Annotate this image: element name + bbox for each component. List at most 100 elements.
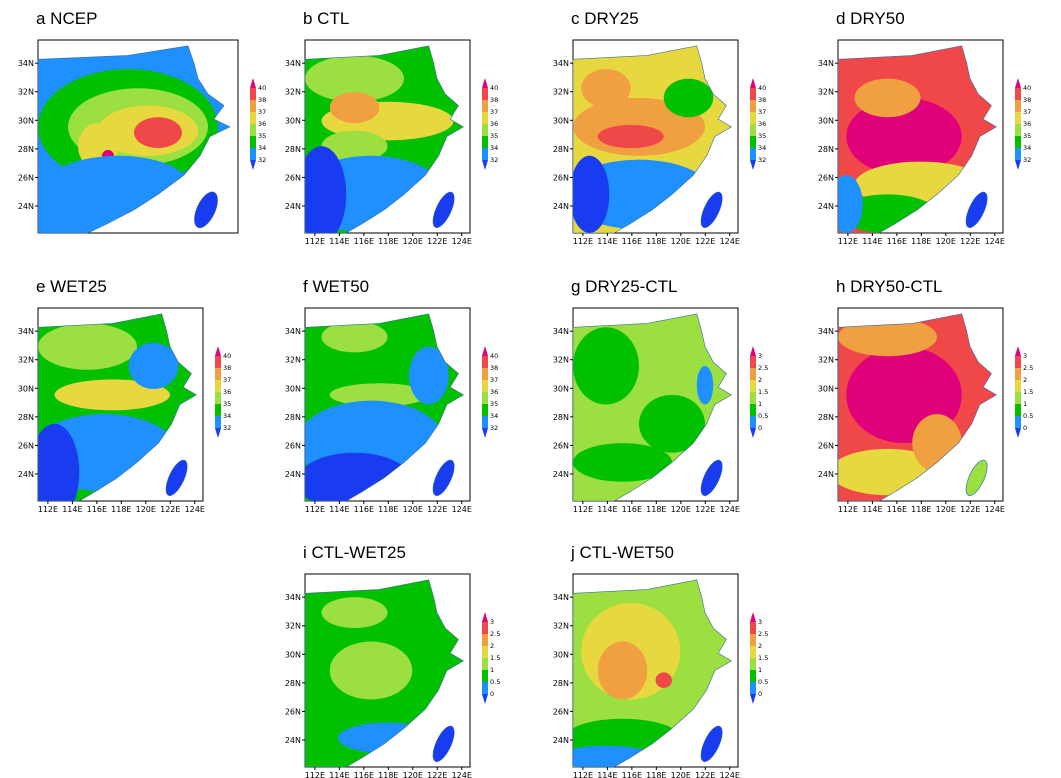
colorbar-label: 40 bbox=[1023, 84, 1031, 92]
colorbar-label: 38 bbox=[490, 96, 498, 104]
panel: d DRY5034N32N30N28N26N24N112E114E116E118… bbox=[800, 0, 1031, 246]
lon-label: 124E bbox=[985, 505, 1005, 514]
colorbar-arrow bbox=[1015, 346, 1021, 356]
lat-label: 32N bbox=[818, 88, 834, 97]
panel: g DRY25-CTL34N32N30N28N26N24N112E114E116… bbox=[535, 262, 768, 514]
colorbar-label: 40 bbox=[758, 84, 766, 92]
lat-label: 28N bbox=[818, 145, 834, 154]
lon-label: 118E bbox=[646, 237, 666, 246]
panel-title: g DRY25-CTL bbox=[571, 277, 677, 296]
colorbar-label: 32 bbox=[258, 156, 266, 164]
lat-label: 30N bbox=[553, 650, 569, 659]
colorbar-box bbox=[1015, 404, 1021, 416]
colorbar-arrow bbox=[1015, 160, 1021, 170]
lon-label: 116E bbox=[87, 505, 107, 514]
lon-label: 112E bbox=[573, 771, 593, 778]
colorbar-label: 40 bbox=[490, 84, 498, 92]
colorbar-box bbox=[482, 124, 488, 136]
colorbar-label: 38 bbox=[490, 364, 498, 372]
lat-label: 30N bbox=[285, 650, 301, 659]
colorbar-box bbox=[250, 124, 256, 136]
colorbar-label: 38 bbox=[258, 96, 266, 104]
colorbar-box bbox=[250, 88, 256, 100]
colorbar-box bbox=[1015, 356, 1021, 368]
colorbar-box bbox=[250, 148, 256, 160]
colorbar-box bbox=[482, 356, 488, 368]
colorbar-arrow bbox=[482, 694, 488, 704]
colorbar-label: 36 bbox=[758, 120, 766, 128]
panel: f WET5034N32N30N28N26N24N112E114E116E118… bbox=[267, 262, 498, 514]
lon-label: 122E bbox=[695, 505, 715, 514]
lon-label: 112E bbox=[573, 505, 593, 514]
colorbar-label: 1 bbox=[490, 666, 494, 674]
colorbar-box bbox=[750, 670, 756, 682]
contour-region bbox=[322, 597, 388, 628]
lon-label: 118E bbox=[378, 771, 398, 778]
contour-region bbox=[570, 156, 610, 233]
colorbar-label: 32 bbox=[758, 156, 766, 164]
colorbar-box bbox=[1015, 416, 1021, 428]
colorbar-box bbox=[750, 622, 756, 634]
lat-label: 24N bbox=[18, 470, 34, 479]
colorbar-label: 34 bbox=[258, 144, 266, 152]
colorbar-label: 2 bbox=[490, 642, 494, 650]
colorbar-box bbox=[215, 416, 221, 428]
colorbar-arrow bbox=[750, 694, 756, 704]
colorbar-label: 2.5 bbox=[758, 364, 768, 372]
lon-label: 122E bbox=[160, 505, 180, 514]
lat-label: 32N bbox=[285, 88, 301, 97]
panel-title: j CTL-WET50 bbox=[570, 543, 674, 562]
colorbar-arrow bbox=[482, 78, 488, 88]
lon-label: 112E bbox=[573, 237, 593, 246]
contour-region bbox=[664, 79, 714, 118]
colorbar-label: 36 bbox=[1023, 120, 1031, 128]
colorbar-label: 1 bbox=[758, 666, 762, 674]
colorbar-label: 35 bbox=[223, 400, 231, 408]
lon-label: 112E bbox=[838, 237, 858, 246]
colorbar-box bbox=[215, 380, 221, 392]
lon-label: 116E bbox=[354, 505, 374, 514]
lon-label: 112E bbox=[838, 505, 858, 514]
colorbar-arrow bbox=[482, 160, 488, 170]
colorbar-arrow bbox=[1015, 78, 1021, 88]
colorbar-arrow bbox=[750, 160, 756, 170]
lat-label: 26N bbox=[285, 707, 301, 716]
colorbar-label: 36 bbox=[490, 388, 498, 396]
lon-label: 118E bbox=[646, 771, 666, 778]
contour-region bbox=[855, 79, 921, 118]
colorbar-arrow bbox=[750, 428, 756, 438]
lat-label: 30N bbox=[818, 116, 834, 125]
lon-label: 124E bbox=[185, 505, 205, 514]
panel: h DRY50-CTL34N32N30N28N26N24N112E114E116… bbox=[800, 262, 1033, 514]
colorbar-box bbox=[215, 368, 221, 380]
colorbar-label: 37 bbox=[490, 108, 498, 116]
contour-region bbox=[573, 327, 639, 404]
colorbar-label: 2.5 bbox=[1023, 364, 1033, 372]
lat-label: 34N bbox=[18, 59, 34, 68]
lon-label: 124E bbox=[452, 771, 472, 778]
lon-label: 118E bbox=[111, 505, 131, 514]
lon-label: 124E bbox=[452, 237, 472, 246]
colorbar-label: 36 bbox=[223, 388, 231, 396]
lat-label: 32N bbox=[18, 88, 34, 97]
lon-label: 114E bbox=[62, 505, 82, 514]
lon-label: 120E bbox=[136, 505, 156, 514]
contour-region bbox=[297, 146, 347, 243]
colorbar-label: 2.5 bbox=[758, 630, 768, 638]
lon-label: 114E bbox=[862, 505, 882, 514]
lon-label: 120E bbox=[403, 237, 423, 246]
colorbar-box bbox=[482, 88, 488, 100]
colorbar-label: 0.5 bbox=[490, 678, 500, 686]
panel: a NCEP34N32N30N28N26N24N40383736353432te… bbox=[0, 0, 266, 233]
panel-title: b CTL bbox=[303, 9, 349, 28]
colorbar-box bbox=[215, 392, 221, 404]
colorbar-label: 34 bbox=[490, 412, 498, 420]
colorbar-label: 32 bbox=[223, 424, 231, 432]
colorbar-box bbox=[482, 682, 488, 694]
lat-label: 26N bbox=[553, 441, 569, 450]
colorbar-label: 37 bbox=[1023, 108, 1031, 116]
colorbar-box bbox=[750, 646, 756, 658]
contour-region bbox=[697, 366, 714, 405]
lat-label: 34N bbox=[553, 59, 569, 68]
